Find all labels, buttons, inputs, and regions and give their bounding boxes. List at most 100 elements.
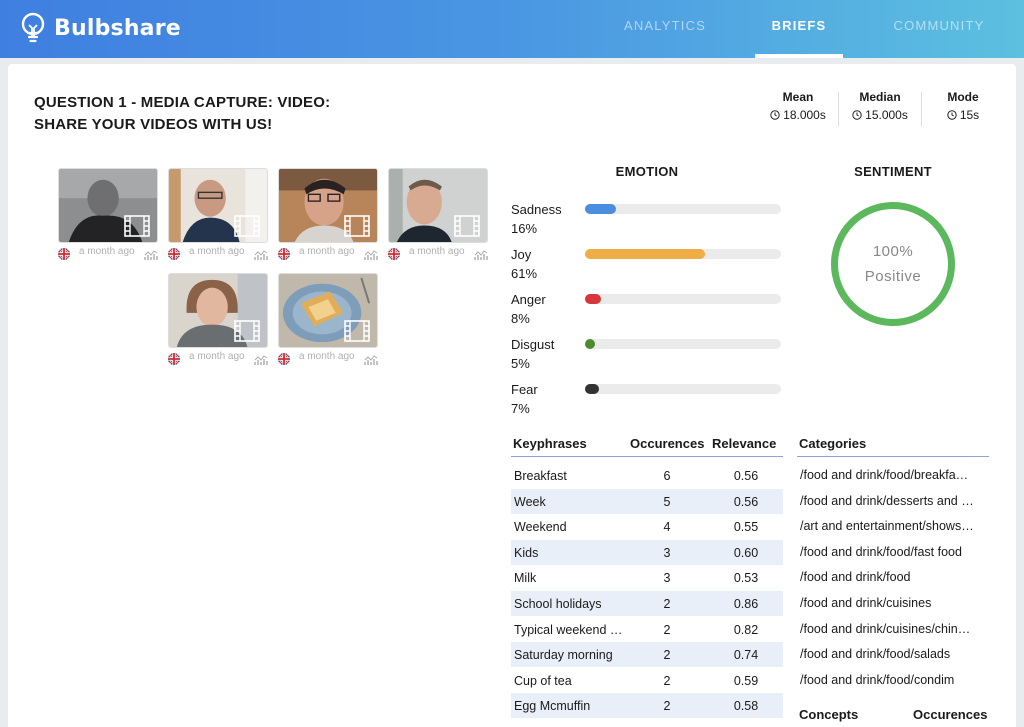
category-item[interactable]: /food and drink/food/salads xyxy=(800,647,951,662)
video-item[interactable]: a month ago xyxy=(168,168,268,263)
concepts-occurences-header: Occurences xyxy=(913,707,988,722)
table-row[interactable]: Saturday morning 2 0.74 xyxy=(511,642,783,668)
category-item[interactable]: /food and drink/food/breakfa… xyxy=(800,468,969,482)
keyphrase-cell: Breakfast xyxy=(514,469,567,483)
category-item[interactable]: /art and entertainment/shows… xyxy=(800,519,974,534)
occurences-cell: 2 xyxy=(663,648,671,663)
table-row[interactable]: Week 5 0.56 xyxy=(511,488,783,514)
emotion-bar-fill xyxy=(585,384,599,394)
occurences-cell: 2 xyxy=(663,699,671,714)
keyphrase-cell: Kids xyxy=(514,545,539,560)
clock-icon xyxy=(947,110,957,120)
video-timestamp: a month ago xyxy=(299,351,355,362)
table-row[interactable]: Weekend 4 0.55 xyxy=(511,514,783,539)
emotion-percent: 16% xyxy=(511,221,538,236)
emotion-name: Disgust xyxy=(511,337,555,352)
emotion-bar-fill xyxy=(585,204,617,214)
keyphrase-cell: Weekend xyxy=(514,520,567,535)
analytics-chart-icon[interactable] xyxy=(474,250,488,261)
emotion-bar-track xyxy=(585,204,781,214)
stat-mode-value: 15s xyxy=(959,108,980,122)
table-row[interactable]: Kids 3 0.60 xyxy=(511,539,783,565)
table-header-divider xyxy=(797,456,989,457)
video-item[interactable]: a month ago xyxy=(278,168,378,263)
video-thumbnail[interactable] xyxy=(278,273,378,348)
stat-mean-label: Mean xyxy=(782,90,814,104)
video-thumbnail[interactable] xyxy=(388,168,488,243)
stat-divider xyxy=(921,92,922,126)
nav-analytics[interactable]: ANALYTICS xyxy=(623,18,707,33)
video-thumbnail[interactable] xyxy=(278,168,378,243)
uk-flag-icon xyxy=(388,248,400,260)
keyphrase-cell: School holidays xyxy=(514,597,602,611)
category-item[interactable]: /food and drink/food/fast food xyxy=(800,544,962,559)
relevance-cell: 0.60 xyxy=(733,545,759,560)
film-icon xyxy=(124,215,150,237)
nav-briefs[interactable]: BRIEFS xyxy=(755,0,843,58)
table-row[interactable]: Typical weekend … 2 0.82 xyxy=(511,617,783,642)
stat-mean: Mean 18.000s xyxy=(766,90,830,122)
table-row[interactable]: Milk 3 0.53 xyxy=(511,565,783,590)
occurences-header: Occurences xyxy=(630,436,705,451)
category-item[interactable]: /food and drink/food/condim xyxy=(800,672,955,685)
occurences-cell: 2 xyxy=(663,622,671,637)
analytics-chart-icon[interactable] xyxy=(254,250,268,261)
video-item[interactable]: a month ago xyxy=(388,168,488,263)
emotion-bar-track xyxy=(585,339,781,349)
video-item[interactable]: a month ago xyxy=(168,273,268,368)
category-item[interactable]: /food and drink/food xyxy=(800,570,911,585)
table-row[interactable]: Cup of tea 2 0.59 xyxy=(511,668,783,693)
category-item[interactable]: /food and drink/cuisines xyxy=(800,595,932,610)
table-row[interactable]: Egg Mcmuffin 2 0.58 xyxy=(511,693,783,719)
emotion-name: Anger xyxy=(511,292,546,307)
nav-community[interactable]: COMMUNITY xyxy=(893,18,985,33)
occurences-cell: 3 xyxy=(663,571,671,586)
uk-flag-icon xyxy=(168,353,180,365)
relevance-cell: 0.74 xyxy=(733,648,759,663)
analytics-chart-icon[interactable] xyxy=(364,250,378,261)
video-timestamp: a month ago xyxy=(409,246,465,257)
video-item[interactable]: a month ago xyxy=(278,273,378,368)
video-item[interactable]: a month ago xyxy=(58,168,158,263)
category-item[interactable]: /food and drink/cuisines/chin… xyxy=(800,621,971,636)
keyphrase-cell: Typical weekend … xyxy=(514,622,623,637)
table-row[interactable]: School holidays 2 0.86 xyxy=(511,591,783,616)
emotion-percent: 5% xyxy=(511,356,530,371)
emotion-percent: 61% xyxy=(511,266,538,281)
relevance-cell: 0.58 xyxy=(733,699,759,714)
emotion-percent: 8% xyxy=(511,311,530,326)
categories-list: /food and drink/food/breakfa… /food and d… xyxy=(799,463,989,685)
stat-mode: Mode 15s xyxy=(938,90,988,122)
sentiment-title: SENTIMENT xyxy=(854,164,932,179)
emotion-name: Fear xyxy=(511,382,538,397)
keyphrase-cell: Milk xyxy=(514,571,537,586)
table-header-divider xyxy=(511,456,783,457)
video-thumbnail[interactable] xyxy=(168,273,268,348)
category-item[interactable]: /food and drink/desserts and … xyxy=(800,493,974,508)
stat-median-value: 15.000s xyxy=(865,108,908,122)
video-thumbnail[interactable] xyxy=(58,168,158,243)
emotion-percent: 7% xyxy=(511,401,530,416)
analytics-chart-icon[interactable] xyxy=(364,355,378,366)
keyphrase-cell: Cup of tea xyxy=(514,673,572,688)
emotion-name: Sadness xyxy=(511,202,562,217)
keyphrase-cell: Week xyxy=(514,494,546,509)
stat-median: Median 15.000s xyxy=(847,90,913,122)
relevance-header: Relevance xyxy=(712,436,777,451)
video-timestamp: a month ago xyxy=(189,246,245,257)
film-icon xyxy=(234,215,260,237)
video-thumbnail[interactable] xyxy=(168,168,268,243)
categories-header: Categories xyxy=(799,436,867,451)
app-logo[interactable]: Bulbshare xyxy=(20,10,181,46)
top-navigation-bar: Bulbshare ANALYTICS BRIEFS COMMUNITY xyxy=(0,0,1024,58)
question-title-line1: QUESTION 1 - MEDIA CAPTURE: VIDEO: xyxy=(34,94,331,111)
sentiment-ring xyxy=(831,202,955,326)
analytics-chart-icon[interactable] xyxy=(254,355,268,366)
occurences-cell: 2 xyxy=(663,673,671,688)
sentiment-percent: 100% xyxy=(872,243,914,260)
analytics-chart-icon[interactable] xyxy=(144,250,158,261)
stat-mean-value: 18.000s xyxy=(783,108,826,122)
emotion-name: Joy xyxy=(511,247,532,262)
table-row[interactable]: Breakfast 6 0.56 xyxy=(511,463,783,488)
keyphrases-header: Keyphrases xyxy=(513,436,587,451)
